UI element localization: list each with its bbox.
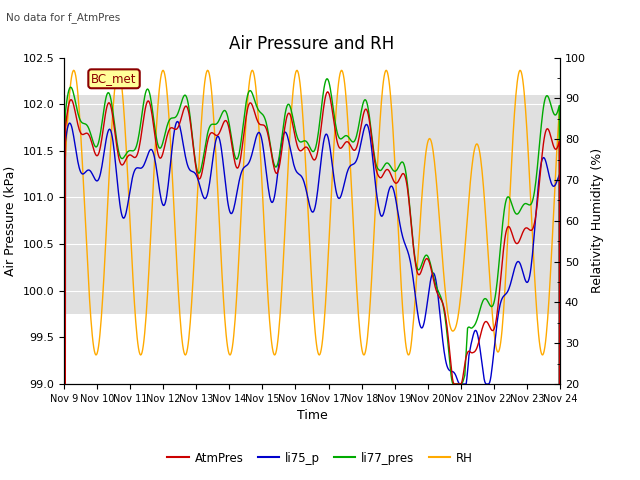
Y-axis label: Air Pressure (kPa): Air Pressure (kPa) xyxy=(4,166,17,276)
X-axis label: Time: Time xyxy=(296,409,328,422)
Title: Air Pressure and RH: Air Pressure and RH xyxy=(229,35,395,53)
Bar xyxy=(64,95,560,314)
Text: BC_met: BC_met xyxy=(92,72,137,85)
Y-axis label: Relativity Humidity (%): Relativity Humidity (%) xyxy=(591,148,604,293)
Legend: AtmPres, li75_p, li77_pres, RH: AtmPres, li75_p, li77_pres, RH xyxy=(163,447,477,469)
Text: No data for f_AtmPres: No data for f_AtmPres xyxy=(6,12,121,23)
